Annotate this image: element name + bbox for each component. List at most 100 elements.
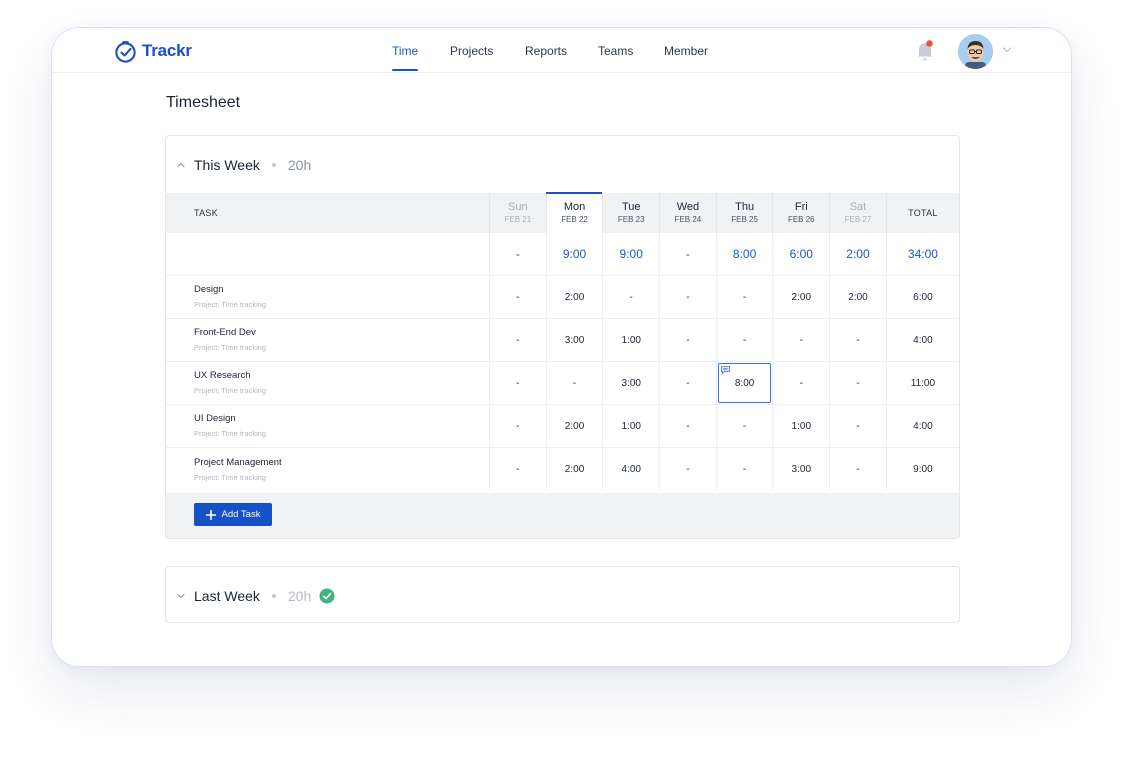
plus-icon [205, 509, 216, 520]
day-name: Sun [508, 201, 528, 213]
time-cell[interactable]: - [659, 362, 716, 404]
user-avatar[interactable] [958, 34, 993, 69]
bell-icon[interactable] [916, 39, 934, 61]
time-cell[interactable]: - [715, 405, 773, 447]
day-header-mon: Mon FEB 22 [545, 192, 603, 233]
time-cell[interactable]: - [829, 319, 886, 361]
this-week-card: This Week 20h TASK Sun FEB 21 Mon FEB 22… [165, 135, 960, 539]
time-cell[interactable]: - [489, 405, 546, 447]
task-cell[interactable]: Front-End Dev Project: Time tracking [166, 319, 489, 361]
time-cell-selected[interactable]: 8:00 [715, 362, 773, 404]
day-date: FEB 22 [561, 215, 588, 224]
nav-tab-member[interactable]: Member [664, 44, 709, 58]
chevron-down-icon[interactable] [1002, 46, 1012, 54]
task-cell[interactable]: UX Research Project: Time tracking [166, 362, 489, 404]
table-header-row: TASK Sun FEB 21 Mon FEB 22 Tue FEB 23 We… [166, 192, 959, 233]
total-column-header: TOTAL [885, 193, 959, 233]
day-name: Mon [563, 201, 586, 213]
time-cell[interactable]: - [602, 276, 659, 318]
time-cell[interactable]: - [545, 362, 603, 404]
nav-tab-time[interactable]: Time [392, 44, 419, 72]
this-week-title: This Week [194, 156, 260, 173]
this-week-header[interactable]: This Week 20h [166, 136, 959, 193]
task-project: Project: Time tracking [194, 343, 267, 352]
time-cell[interactable]: - [659, 448, 716, 491]
nav-tab-teams[interactable]: Teams [598, 44, 634, 58]
time-cell[interactable]: - [659, 319, 716, 361]
daily-total-thu: 8:00 [715, 233, 773, 275]
day-date: FEB 23 [617, 215, 645, 224]
time-cell[interactable]: - [489, 276, 546, 318]
time-cell[interactable]: 1:00 [602, 319, 659, 361]
time-cell[interactable]: - [829, 448, 886, 491]
time-cell[interactable]: 3:00 [602, 362, 659, 404]
time-cell[interactable]: - [772, 362, 829, 404]
time-cell[interactable]: 2:00 [545, 448, 603, 491]
day-header-sat: Sat FEB 27 [829, 193, 886, 233]
task-total: 9:00 [885, 448, 959, 491]
brand-logo[interactable]: Trackr [114, 39, 192, 63]
time-cell[interactable]: - [489, 362, 546, 404]
time-cell[interactable]: - [715, 276, 773, 318]
selected-time-input[interactable]: 8:00 [717, 363, 772, 403]
app-window: Trackr Time Projects Reports Teams Membe… [51, 27, 1072, 667]
time-cell[interactable]: - [489, 319, 546, 361]
time-cell[interactable]: - [715, 448, 773, 491]
time-cell[interactable]: 3:00 [772, 448, 829, 491]
day-date: FEB 27 [844, 215, 872, 224]
top-navigation-bar: Trackr Time Projects Reports Teams Membe… [52, 28, 1071, 73]
add-task-button[interactable]: Add Task [194, 503, 272, 526]
day-header-wed: Wed FEB 24 [659, 193, 716, 233]
time-cell[interactable]: 3:00 [545, 319, 603, 361]
task-cell[interactable]: UI Design Project: Time tracking [166, 405, 489, 447]
time-cell[interactable]: - [659, 276, 716, 318]
time-cell[interactable]: - [829, 405, 886, 447]
task-project: Project: Time tracking [194, 300, 267, 309]
task-cell[interactable]: Design Project: Time tracking [166, 276, 489, 318]
task-name: Design [194, 284, 224, 295]
task-total: 4:00 [885, 405, 959, 447]
time-cell[interactable]: - [829, 362, 886, 404]
day-name: Tue [621, 201, 641, 213]
table-row: Project Management Project: Time trackin… [166, 448, 959, 491]
last-week-total: 20h [287, 587, 312, 604]
time-cell[interactable]: 1:00 [602, 405, 659, 447]
last-week-card[interactable]: Last Week 20h [165, 566, 960, 623]
time-cell[interactable]: - [715, 319, 773, 361]
task-total: 11:00 [885, 362, 959, 404]
table-row: UI Design Project: Time tracking - 2:00 … [166, 405, 959, 448]
day-name: Thu [735, 201, 755, 213]
time-cell[interactable]: - [659, 405, 716, 447]
table-row: Design Project: Time tracking - 2:00 - -… [166, 276, 959, 319]
daily-totals-row: - 9:00 9:00 - 8:00 6:00 2:00 34:00 [166, 233, 959, 276]
last-week-header[interactable]: Last Week 20h [166, 567, 959, 624]
time-cell[interactable]: 2:00 [545, 276, 603, 318]
chevron-up-icon[interactable] [176, 160, 186, 170]
chevron-down-icon[interactable] [176, 591, 186, 601]
task-total: 4:00 [885, 319, 959, 361]
day-name: Sat [849, 201, 867, 213]
daily-total-sun: - [489, 233, 546, 275]
day-header-fri: Fri FEB 26 [772, 193, 829, 233]
day-date: FEB 26 [787, 215, 815, 224]
day-header-tue: Tue FEB 23 [602, 193, 659, 233]
task-project: Project: Time tracking [194, 386, 267, 395]
nav-tab-reports[interactable]: Reports [525, 44, 568, 58]
time-cell[interactable]: - [489, 448, 546, 491]
nav-tab-projects[interactable]: Projects [450, 44, 494, 58]
comment-icon[interactable] [720, 366, 730, 374]
page-title: Timesheet [166, 94, 241, 111]
summary-label-cell [166, 233, 489, 275]
time-cell[interactable]: 1:00 [772, 405, 829, 447]
day-name: Wed [676, 201, 700, 213]
time-cell[interactable]: 2:00 [829, 276, 886, 318]
time-cell[interactable]: 4:00 [602, 448, 659, 491]
time-cell[interactable]: 2:00 [545, 405, 603, 447]
table-footer: Add Task [166, 493, 959, 538]
time-cell[interactable]: 2:00 [772, 276, 829, 318]
task-total: 6:00 [885, 276, 959, 318]
task-cell[interactable]: Project Management Project: Time trackin… [166, 448, 489, 491]
time-cell[interactable]: - [772, 319, 829, 361]
daily-total-fri: 6:00 [772, 233, 829, 275]
task-name: Project Management [194, 456, 282, 468]
